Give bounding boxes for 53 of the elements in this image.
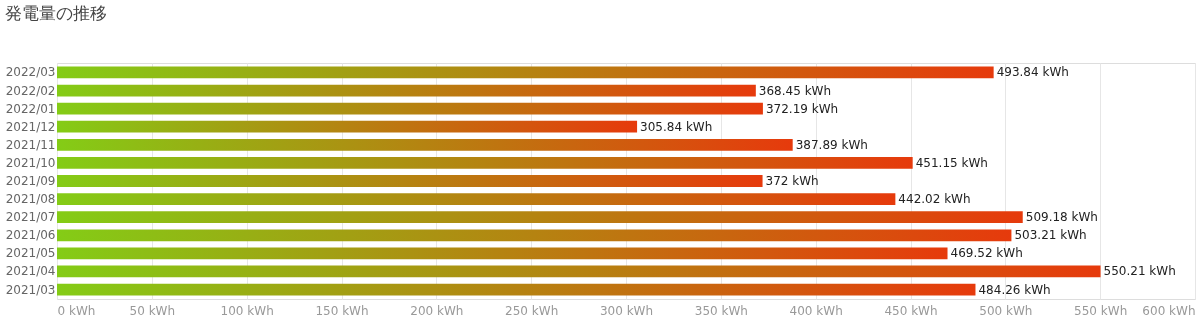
bar bbox=[57, 102, 763, 115]
y-tick-label: 2021/07 bbox=[5, 210, 56, 225]
bar bbox=[57, 247, 948, 260]
data-label: 442.02 kWh bbox=[898, 192, 971, 207]
data-label: 503.21 kWh bbox=[1014, 228, 1087, 243]
data-label: 305.84 kWh bbox=[640, 119, 713, 134]
bar bbox=[57, 120, 638, 133]
x-tick-label: 450 kWh bbox=[884, 303, 938, 318]
y-tick-label: 2021/05 bbox=[5, 246, 56, 261]
y-tick-label: 2021/09 bbox=[5, 174, 56, 188]
x-tick-label: 600 kWh bbox=[1142, 303, 1196, 318]
data-label: 509.18 kWh bbox=[1025, 210, 1098, 225]
bar bbox=[57, 138, 793, 151]
x-tick-label: 500 kWh bbox=[979, 303, 1033, 318]
x-tick-label: 350 kWh bbox=[694, 303, 748, 318]
data-label: 372.19 kWh bbox=[765, 101, 839, 116]
bar bbox=[57, 84, 756, 97]
chart-title: 発電量の推移 bbox=[5, 3, 108, 23]
data-label: 451.15 kWh bbox=[915, 155, 988, 170]
y-tick-label: 2021/12 bbox=[5, 119, 56, 134]
data-label: 493.84 kWh bbox=[996, 65, 1069, 80]
y-tick-label: 2021/06 bbox=[5, 228, 56, 243]
data-label: 469.52 kWh bbox=[950, 246, 1023, 261]
bar bbox=[57, 211, 1023, 224]
y-tick-label: 2021/03 bbox=[5, 282, 56, 297]
x-tick-label: 200 kWh bbox=[410, 303, 464, 318]
y-tick-label: 2021/11 bbox=[5, 137, 56, 152]
data-label: 550.21 kWh bbox=[1103, 264, 1176, 279]
bar bbox=[57, 283, 976, 296]
bar bbox=[57, 265, 1101, 278]
bar bbox=[57, 175, 763, 187]
y-tick-label: 2021/10 bbox=[5, 155, 56, 170]
y-tick-label: 2021/08 bbox=[5, 192, 56, 207]
data-label: 372 kWh bbox=[765, 174, 819, 188]
bar bbox=[57, 157, 913, 169]
bar bbox=[57, 193, 896, 205]
x-tick-label: 150 kWh bbox=[315, 303, 369, 318]
y-tick-label: 2021/04 bbox=[5, 264, 56, 279]
bar bbox=[57, 229, 1012, 242]
bar bbox=[57, 66, 994, 79]
x-tick-label: 400 kWh bbox=[789, 303, 843, 318]
data-label: 484.26 kWh bbox=[978, 282, 1051, 297]
x-tick-label: 100 kWh bbox=[220, 303, 274, 318]
data-label: 387.89 kWh bbox=[795, 137, 868, 152]
y-tick-label: 2022/02 bbox=[5, 83, 56, 98]
x-tick-label: 250 kWh bbox=[505, 303, 559, 318]
x-tick-label: 550 kWh bbox=[1074, 303, 1128, 318]
x-tick-label: 300 kWh bbox=[599, 303, 654, 318]
x-tick-label: 0 kWh bbox=[57, 303, 96, 318]
data-label: 368.45 kWh bbox=[758, 83, 832, 98]
y-tick-label: 2022/01 bbox=[5, 101, 56, 116]
x-tick-label: 50 kWh bbox=[129, 303, 176, 318]
y-tick-label: 2022/03 bbox=[5, 65, 56, 80]
